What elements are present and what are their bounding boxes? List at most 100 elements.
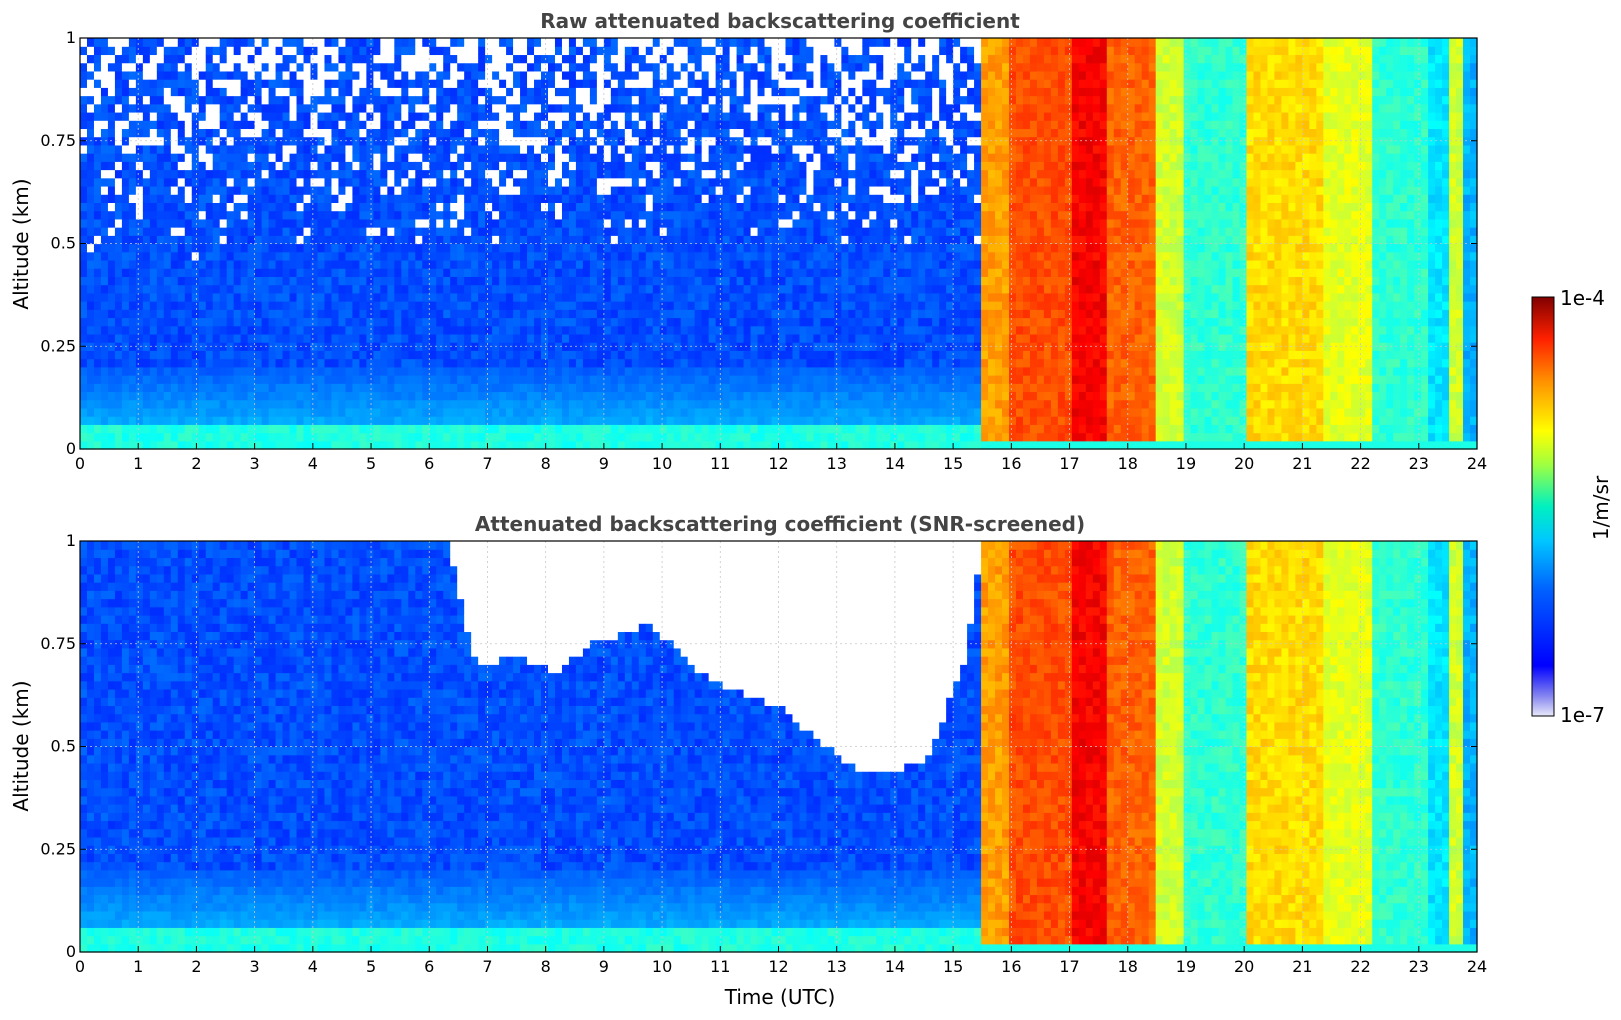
heatmap-cell [401,407,409,417]
heatmap-cell [142,128,151,138]
heatmap-cell [345,399,354,409]
heatmap-cell [303,424,312,434]
heatmap-cell [436,276,444,286]
heatmap-cell [757,103,766,113]
heatmap-cell [422,169,430,179]
heatmap-cell [121,120,130,130]
heatmap-cell [764,54,773,64]
heatmap-cell [142,440,151,450]
heatmap-cell [478,194,486,203]
heatmap-cell [743,227,752,236]
heatmap-cell [471,424,479,434]
heatmap-cell [492,391,500,401]
heatmap-cell [289,54,298,64]
heatmap-cell [156,111,165,121]
heatmap-cell [401,87,409,97]
heatmap-cell [589,185,598,195]
heatmap-cell [757,309,766,319]
heatmap-cell [701,103,710,113]
heatmap-cell [499,440,507,450]
heatmap-cell [534,227,542,236]
heatmap-cell [261,177,270,187]
heatmap-cell [722,399,731,409]
heatmap-cell [317,79,326,88]
heatmap-cell [513,366,521,376]
heatmap-cell [492,407,500,417]
heatmap-cell [352,202,360,212]
heatmap-cell [694,407,703,417]
heatmap-cell [673,284,682,294]
heatmap-cell [603,185,612,195]
heatmap-cell [373,325,381,335]
heatmap-cell [680,251,689,261]
heatmap-cell [93,424,102,434]
heatmap-cell [261,366,270,376]
heatmap-cell [422,46,430,56]
heatmap-cell [631,301,640,310]
heatmap-cell [638,416,647,425]
heatmap-cell [527,144,535,154]
heatmap-cell [359,103,367,113]
heatmap-cell [219,111,228,121]
heatmap-cell [554,358,563,368]
heatmap-cell [114,317,123,327]
heatmap-cell [86,268,95,277]
heatmap-cell [666,54,675,64]
heatmap-cell [666,177,675,187]
heatmap-cell [659,70,668,80]
heatmap-cell [233,350,242,360]
heatmap-cell [80,177,88,187]
heatmap-cell [750,375,759,384]
heatmap-cell [100,95,109,105]
heatmap-cell [708,235,717,245]
heatmap-cell [352,153,360,162]
heatmap-cell [149,46,158,56]
heatmap-cell [226,440,235,450]
heatmap-cell [589,128,598,138]
heatmap-cell [254,79,263,88]
heatmap-cell [261,95,270,105]
heatmap-cell [527,383,535,393]
heatmap-cell [373,185,381,195]
heatmap-cell [205,383,214,393]
heatmap-cell [701,259,710,269]
heatmap-cell [610,79,619,88]
heatmap-cell [457,87,465,97]
heatmap-cell [184,210,193,220]
heatmap-cell [764,358,773,368]
heatmap-cell [715,136,724,146]
heatmap-cell [107,358,116,368]
heatmap-cell [638,350,647,360]
heatmap-cell [485,235,493,245]
heatmap-cell [212,169,221,179]
heatmap-cell [499,333,507,343]
heatmap-cell [212,54,221,64]
heatmap-cell [107,407,116,417]
heatmap-cell [338,202,347,212]
heatmap-cell [631,432,640,442]
heatmap-cell [443,259,451,269]
heatmap-cell [247,111,256,121]
heatmap-cell [247,128,256,138]
heatmap-cell [575,128,584,138]
heatmap-cell [652,391,661,401]
heatmap-cell [198,54,207,64]
heatmap-cell [366,333,374,343]
heatmap-cell [324,309,333,319]
heatmap-cell [254,54,263,64]
heatmap-cell [513,218,521,228]
heatmap-cell [331,399,340,409]
heatmap-cell [345,70,354,80]
heatmap-cell [275,391,284,401]
heatmap-cell [429,235,437,245]
heatmap-cell [289,358,298,368]
heatmap-cell [506,424,514,434]
heatmap-cell [149,227,158,236]
heatmap-cell [212,202,221,212]
heatmap-cell [478,202,486,212]
heatmap-cell [212,194,221,203]
heatmap-cell [457,38,465,47]
heatmap-cell [408,375,416,384]
heatmap-cell [184,268,193,277]
heatmap-cell [478,128,486,138]
